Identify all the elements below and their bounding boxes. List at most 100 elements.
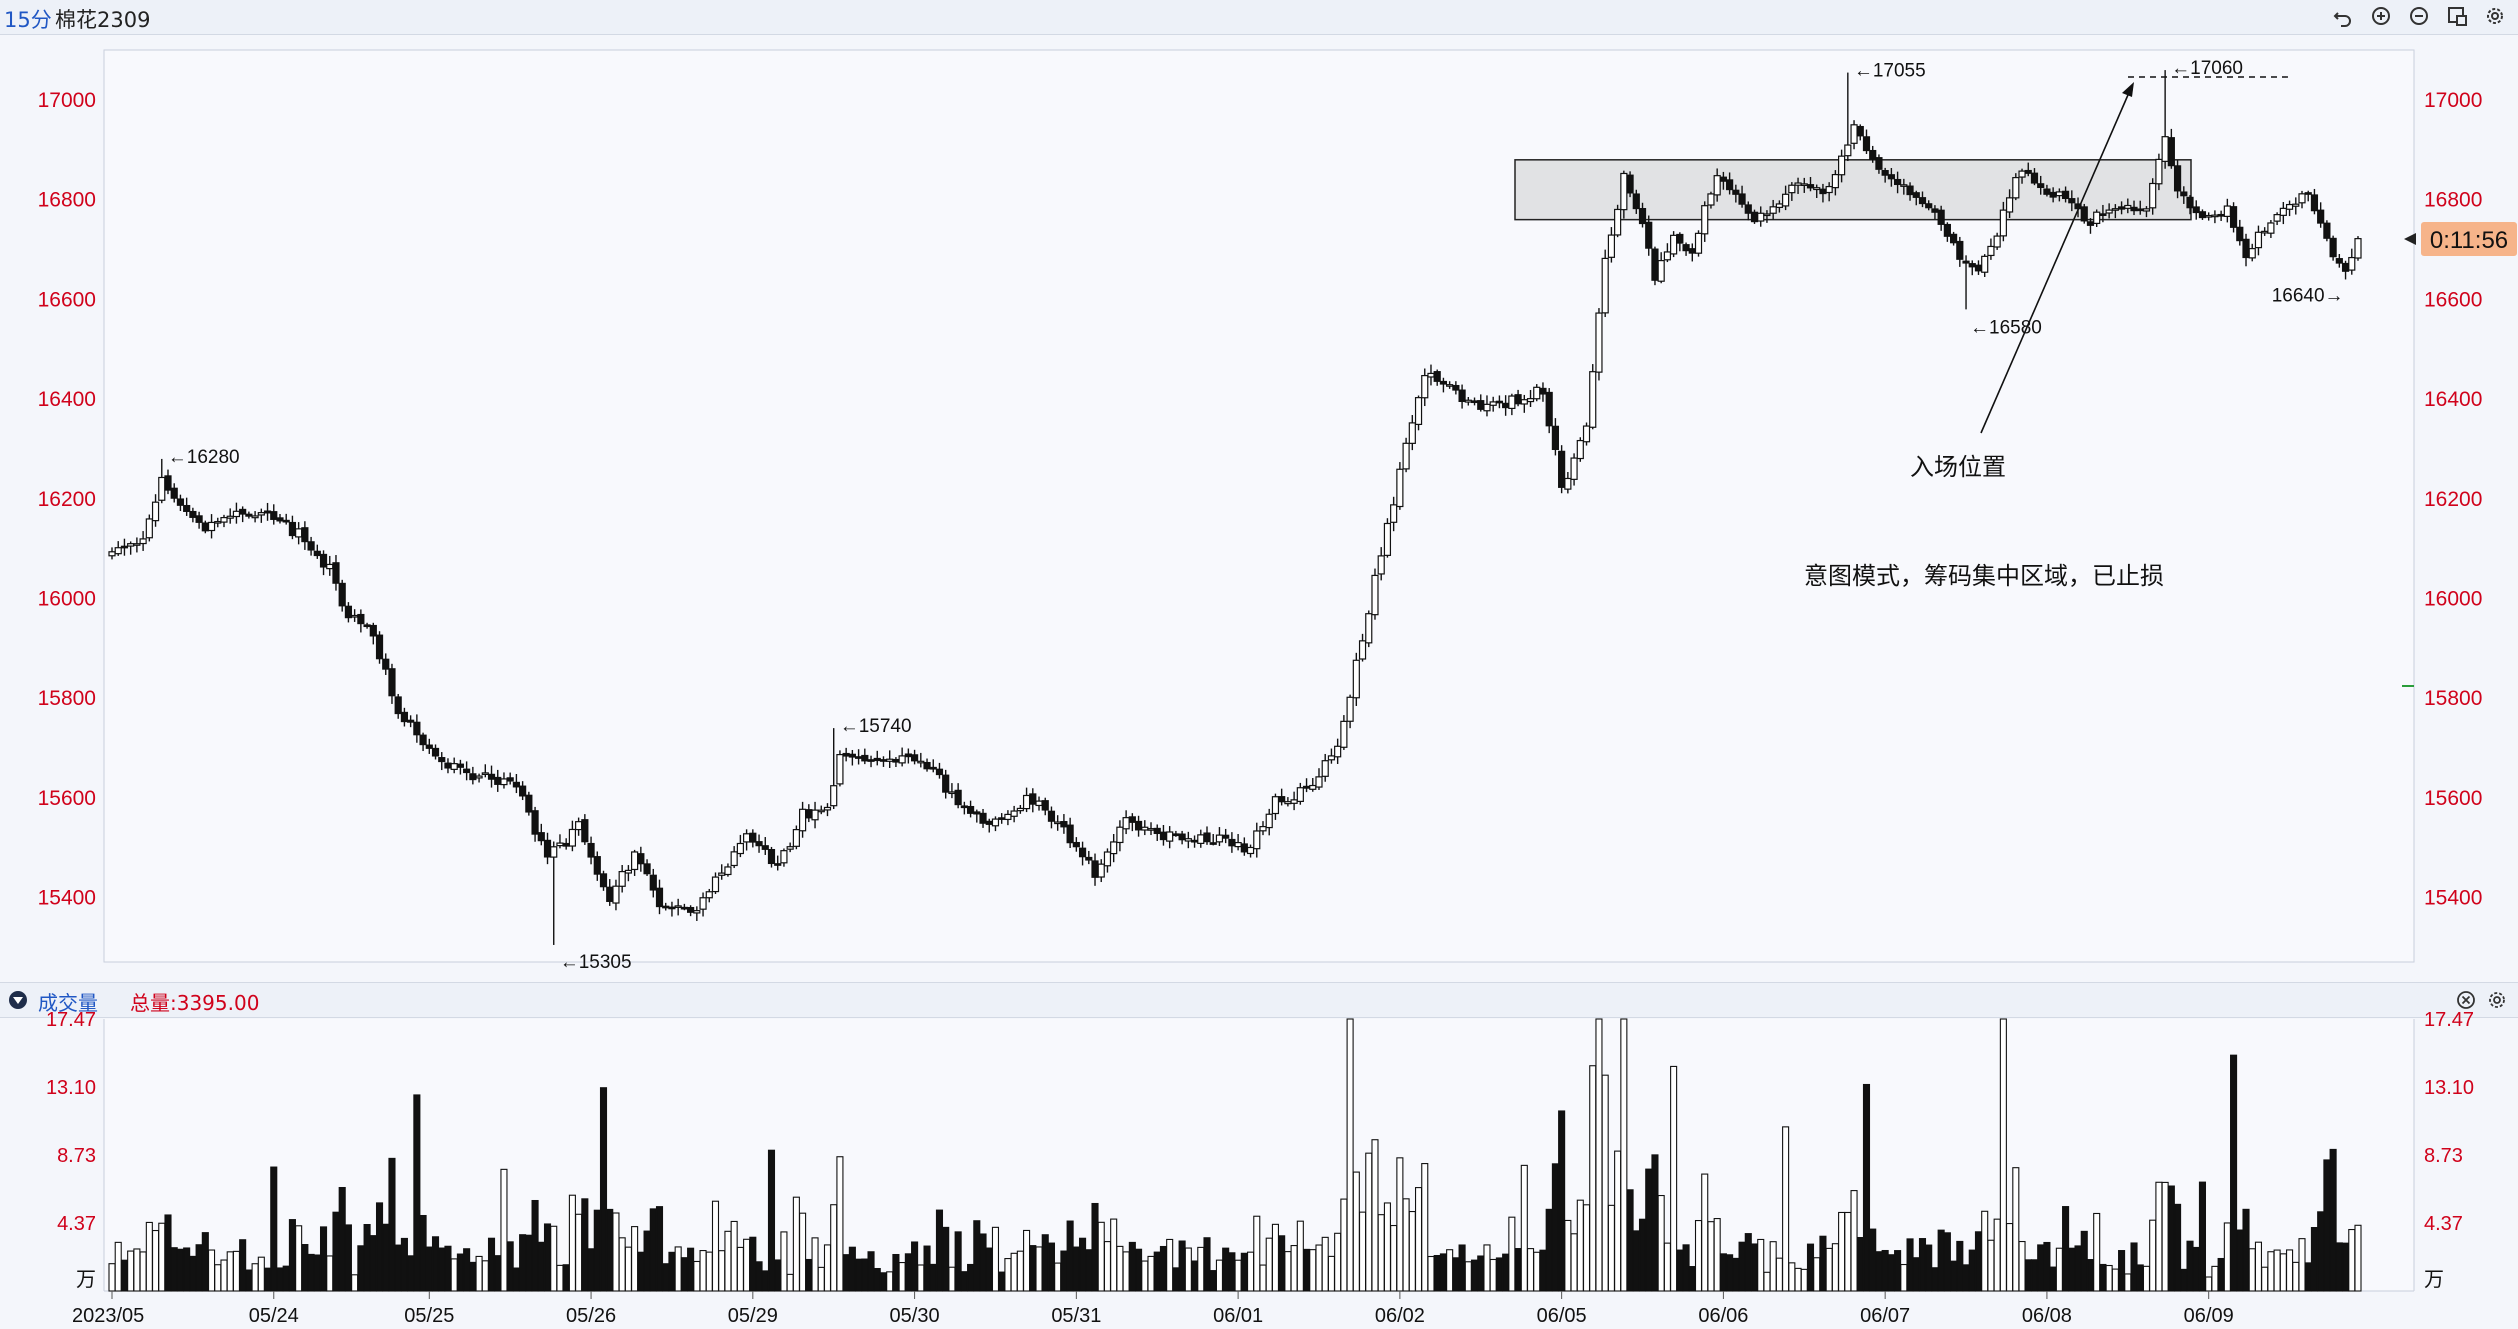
candle-body (1483, 403, 1491, 412)
volume-tick-left: 17.47 (46, 1009, 96, 1031)
price-tick-left: 17000 (38, 89, 96, 112)
candle-body (431, 747, 440, 757)
close-icon[interactable] (2456, 990, 2476, 1010)
candle-body (699, 897, 707, 910)
candle-body (836, 753, 844, 785)
volume-bar (201, 1232, 209, 1292)
candle-body (1234, 841, 1242, 848)
volume-bar (637, 1251, 645, 1292)
zoom-out-icon[interactable] (2408, 5, 2430, 27)
candle-body (195, 515, 203, 523)
period-label[interactable]: 15分 (4, 8, 52, 32)
volume-bar (1520, 1164, 1528, 1292)
volume-bar (1937, 1229, 1945, 1292)
volume-bar (1097, 1221, 1105, 1292)
candle-body (1414, 397, 1423, 426)
x-tick-label: 06/08 (2022, 1305, 2072, 1327)
undo-icon[interactable] (2332, 5, 2354, 27)
candle-body (1775, 203, 1783, 208)
volume-bar (799, 1212, 807, 1292)
candle-body (1377, 555, 1385, 575)
candle-body (1782, 193, 1790, 207)
candle-body (438, 757, 446, 763)
volume-bar (1956, 1240, 1964, 1292)
volume-bar (382, 1223, 390, 1292)
volume-bar (1719, 1253, 1727, 1292)
volume-bar (848, 1246, 856, 1292)
volume-bar (655, 1206, 664, 1292)
candle-body (1943, 223, 1951, 237)
candle-body (1663, 251, 1672, 261)
volume-bar (183, 1247, 191, 1292)
candle-body (935, 768, 944, 776)
volume-bar (1222, 1247, 1230, 1292)
candle-body (755, 841, 763, 847)
volume-panel-header: 成交量 总量:3395.00 (0, 982, 2518, 1018)
volume-bar (506, 1241, 514, 1292)
volume-bar (593, 1209, 601, 1292)
candle-body (1278, 796, 1286, 803)
candle-body (2304, 192, 2312, 195)
volume-bar (1483, 1244, 1491, 1292)
candle-body (917, 760, 925, 764)
candle-body (556, 842, 564, 847)
volume-bar (1079, 1237, 1087, 1292)
price-tick-left: 16600 (38, 288, 96, 311)
volume-bar (152, 1229, 160, 1292)
candle-body (1390, 504, 1398, 523)
candle-body (1035, 800, 1043, 807)
volume-bar (960, 1271, 968, 1292)
volume-bar (1657, 1194, 1665, 1292)
candle-body (1900, 184, 1908, 187)
settings-icon[interactable] (2487, 990, 2507, 1010)
volume-bar (245, 1269, 253, 1292)
zoom-in-icon[interactable] (2370, 5, 2392, 27)
candle-body (1346, 696, 1354, 722)
volume-bar (375, 1202, 384, 1292)
volume-bar (363, 1224, 371, 1292)
candle-body (1489, 401, 1497, 406)
candle-body (1794, 182, 1802, 186)
volume-bar (2286, 1249, 2294, 1292)
volume-bar (2254, 1241, 2263, 1292)
volume-bar (705, 1251, 713, 1292)
x-tick-label: 05/25 (404, 1305, 454, 1327)
volume-bar (1464, 1261, 1472, 1292)
candle-body (2186, 196, 2194, 209)
price-tick-left: 15800 (38, 687, 96, 710)
volume-bar (2298, 1238, 2306, 1292)
candle-body (991, 818, 1000, 827)
volume-bar (400, 1237, 408, 1292)
x-tick-label: 06/07 (1860, 1305, 1910, 1327)
restore-icon[interactable] (2446, 5, 2468, 27)
volume-bar (1875, 1251, 1883, 1292)
collapse-icon[interactable] (8, 990, 28, 1010)
volume-bar (2130, 1242, 2138, 1292)
candle-body (1918, 197, 1927, 205)
candle-body (1682, 244, 1690, 252)
volume-bar (2273, 1249, 2281, 1292)
volume-bar (1296, 1220, 1304, 1292)
candle-body (1993, 235, 2001, 248)
price-extreme-label: ←17055 (1854, 61, 1926, 82)
candle-body (500, 778, 508, 786)
volume-bar (562, 1264, 570, 1292)
candle-body (1981, 255, 1989, 273)
candle-body (898, 755, 906, 764)
candle-body (1987, 245, 1995, 257)
volume-bar (2205, 1276, 2213, 1292)
volume-unit-right: 万 (2424, 1267, 2444, 1291)
volume-bar (1315, 1244, 1323, 1292)
price-tick-right: 17000 (2424, 89, 2482, 112)
candle-body (780, 850, 788, 864)
volume-bar (2342, 1242, 2350, 1292)
volume-bar (127, 1250, 135, 1292)
volume-bar (2161, 1181, 2169, 1292)
volume-bar (214, 1264, 222, 1292)
settings-icon[interactable] (2484, 5, 2506, 27)
symbol-label[interactable]: 棉花2309 (55, 8, 151, 32)
candle-body (1334, 745, 1342, 758)
candle-body (1452, 384, 1460, 391)
volume-bar (1103, 1241, 1112, 1292)
